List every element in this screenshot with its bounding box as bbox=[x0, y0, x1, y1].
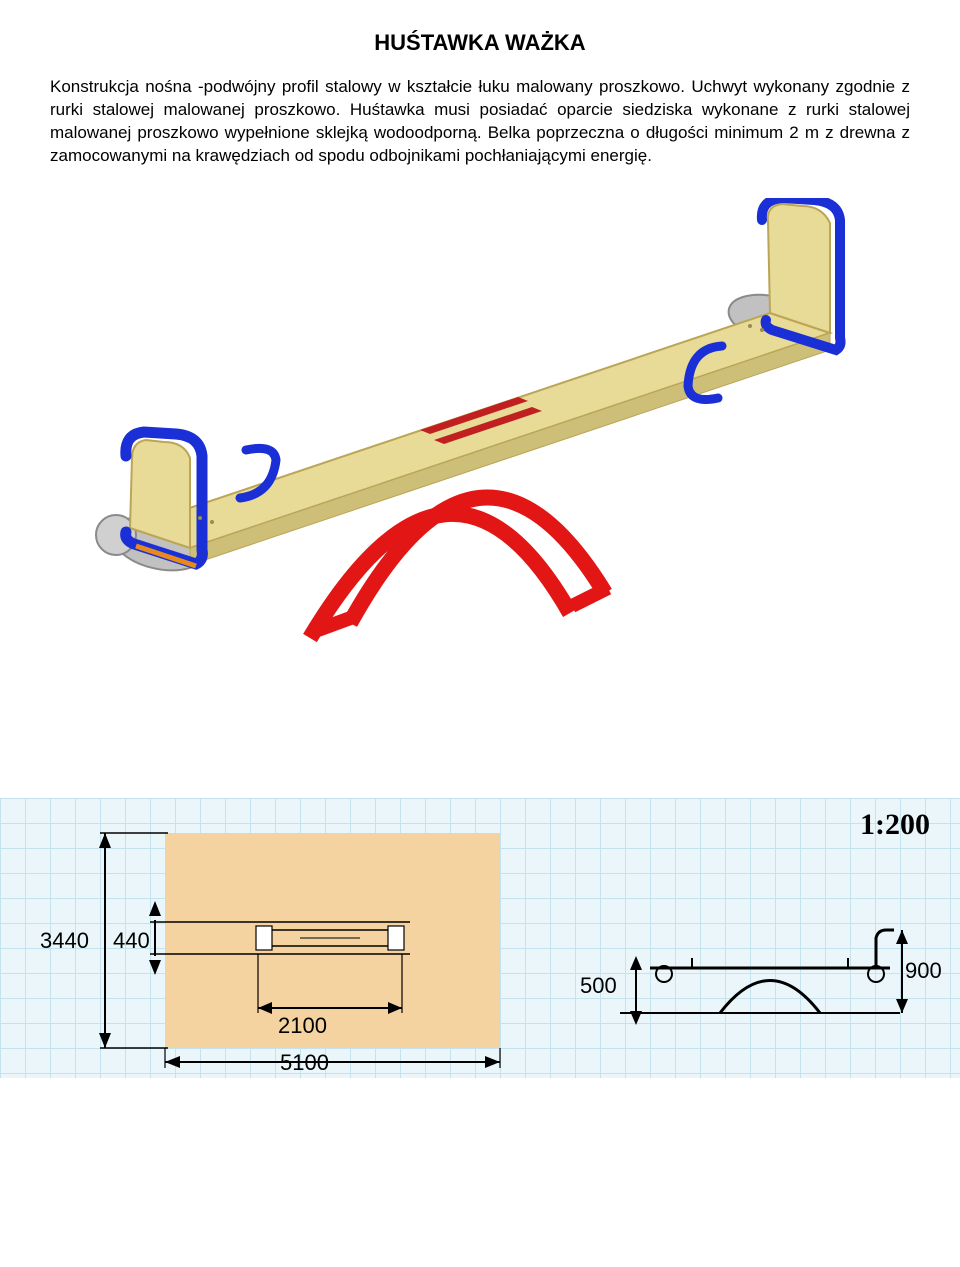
dim-total-height: 900 bbox=[905, 958, 942, 984]
description-paragraph: Konstrukcja nośna -podwójny profil stalo… bbox=[50, 76, 910, 168]
technical-drawing: 1:200 bbox=[0, 798, 960, 1078]
dim-safety-length: 5100 bbox=[280, 1050, 329, 1076]
seesaw-illustration bbox=[50, 198, 910, 698]
page-title: HUŚTAWKA WAŻKA bbox=[50, 30, 910, 56]
dim-beam-length: 2100 bbox=[278, 1013, 327, 1039]
dim-fall-height: 500 bbox=[580, 973, 617, 999]
dim-safety-depth: 3440 bbox=[40, 928, 89, 954]
dim-seat-depth: 440 bbox=[113, 928, 150, 954]
